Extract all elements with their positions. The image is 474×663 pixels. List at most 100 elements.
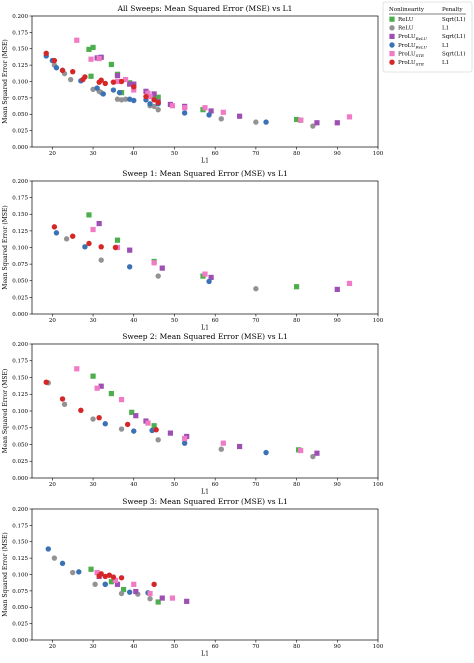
legend-marker <box>389 51 395 57</box>
y-tick-label: 0.000 <box>12 145 28 151</box>
plot-area-frame <box>31 508 379 641</box>
series-prolu_ste_sqrt <box>74 37 353 123</box>
data-point <box>114 73 121 79</box>
legend-label-main: ProLU <box>398 43 416 49</box>
data-point <box>181 110 188 116</box>
y-tick-label: 0.125 <box>12 63 28 69</box>
chart-panel-4: Sweep 3: Mean Squared Error (MSE) vs L1 2… <box>2 497 384 658</box>
y-tick-label: 0.100 <box>12 245 28 251</box>
data-point <box>151 423 157 429</box>
legend-marker <box>389 42 395 48</box>
data-point <box>70 233 76 239</box>
data-point <box>263 449 269 456</box>
data-point <box>159 595 165 601</box>
data-point <box>61 401 68 407</box>
data-point <box>169 595 176 601</box>
x-axis-label: L1 <box>201 325 209 332</box>
data-point <box>202 271 208 277</box>
x-tick-label: 50 <box>171 644 178 650</box>
data-point <box>145 420 151 426</box>
data-point <box>155 273 161 279</box>
x-axis-label: L1 <box>201 158 209 165</box>
data-point <box>78 407 84 414</box>
x-tick-label: 100 <box>373 151 384 157</box>
y-tick-label: 0.000 <box>12 476 28 482</box>
x-tick-label: 20 <box>49 151 56 157</box>
data-point <box>102 573 108 580</box>
data-point <box>90 416 96 422</box>
y-tick-label: 0.100 <box>12 409 28 415</box>
legend-entry: ProLUReLU L1 <box>389 42 449 49</box>
chart-panel-2: Sweep 1: Mean Squared Error (MSE) vs L1 2… <box>2 169 384 332</box>
y-tick-label: 0.150 <box>12 212 28 218</box>
data-point <box>98 383 104 389</box>
data-point <box>147 101 153 107</box>
y-tick-label: 0.050 <box>12 605 28 611</box>
data-point <box>218 116 224 122</box>
legend-label-subscript: ReLU <box>415 44 428 49</box>
data-point <box>112 244 119 251</box>
y-tick-label: 0.175 <box>12 196 28 202</box>
data-point <box>334 286 340 292</box>
y-tick-label: 0.125 <box>12 392 28 398</box>
data-point <box>151 581 157 588</box>
data-point <box>88 566 94 572</box>
data-point <box>53 230 60 236</box>
data-point <box>182 105 188 111</box>
data-point <box>167 430 173 436</box>
data-point <box>118 397 125 403</box>
data-point <box>114 237 121 243</box>
data-point <box>118 575 125 581</box>
data-point <box>208 108 214 114</box>
x-tick-label: 90 <box>334 482 341 488</box>
data-point <box>118 97 125 103</box>
series-prolu_relu_sqrt <box>96 573 190 604</box>
data-point <box>298 117 304 123</box>
x-tick-label: 70 <box>252 151 259 157</box>
series-prolu_relu_l1 <box>45 546 151 596</box>
y-tick-label: 0.125 <box>12 229 28 235</box>
y-tick-label: 0.200 <box>12 14 28 20</box>
data-point <box>88 56 94 62</box>
data-point <box>131 97 137 104</box>
data-point <box>253 119 259 125</box>
data-point <box>112 577 119 583</box>
data-point <box>63 236 70 242</box>
x-tick-label: 60 <box>212 644 219 650</box>
legend-label: ProLUSTE <box>398 51 424 58</box>
series-prolu_ste_l1 <box>43 379 159 433</box>
data-point <box>145 90 151 96</box>
data-point <box>131 581 137 587</box>
y-tick-label: 0.125 <box>12 556 28 562</box>
data-point <box>114 78 121 85</box>
legend-penalty: L1 <box>442 26 449 32</box>
series-relu_sqrt <box>88 566 161 605</box>
x-tick-label: 50 <box>171 482 178 488</box>
data-point <box>98 257 104 263</box>
y-tick-label: 0.025 <box>12 459 28 465</box>
legend: Nonlinearity Penalty ReLU Sqrt(L1)ReLU L1P… <box>382 1 473 73</box>
data-point <box>51 224 58 230</box>
data-point <box>155 599 161 605</box>
data-point <box>155 437 161 443</box>
data-point <box>67 76 74 83</box>
data-point <box>110 79 117 85</box>
x-tick-label: 50 <box>171 318 178 324</box>
data-point <box>53 65 60 71</box>
data-point <box>70 68 76 75</box>
series-prolu_relu_l1 <box>53 230 212 285</box>
data-point <box>220 109 226 115</box>
data-point <box>202 105 208 111</box>
y-tick-label: 0.150 <box>12 540 28 546</box>
x-tick-label: 100 <box>373 482 384 488</box>
data-point <box>151 91 157 97</box>
y-tick-label: 0.150 <box>12 47 28 53</box>
y-tick-label: 0.025 <box>12 622 28 628</box>
x-tick-label: 70 <box>252 318 259 324</box>
data-point <box>263 119 269 125</box>
data-point <box>147 590 153 597</box>
data-point <box>96 415 102 421</box>
x-tick-label: 30 <box>90 482 97 488</box>
x-tick-label: 50 <box>171 151 178 157</box>
x-tick-label: 40 <box>130 482 137 488</box>
